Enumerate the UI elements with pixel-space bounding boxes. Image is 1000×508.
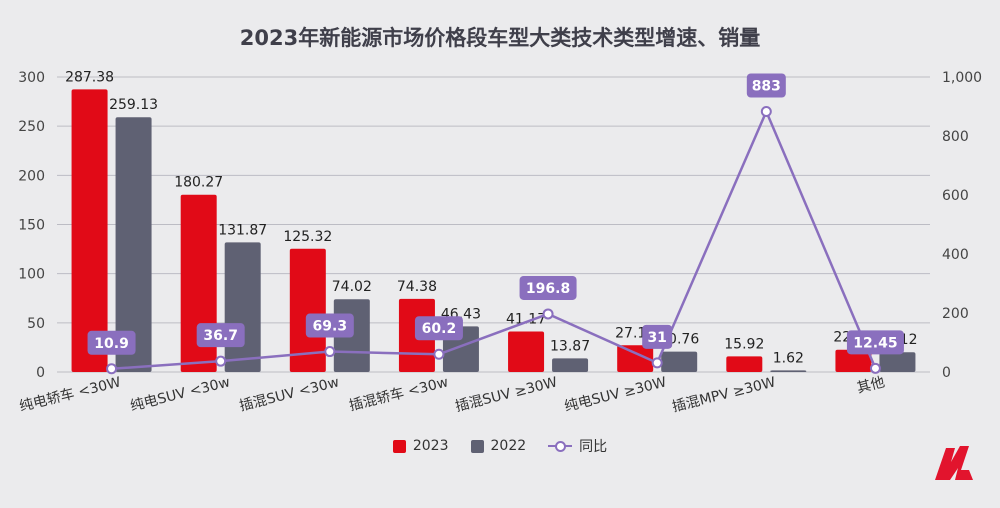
y-right-tick-label: 600 bbox=[942, 188, 969, 204]
data-label-2023: 41.17 bbox=[506, 312, 546, 328]
y-left-tick-label: 0 bbox=[36, 365, 45, 381]
yoy-label-box bbox=[519, 275, 577, 300]
y-left-tick-label: 200 bbox=[18, 168, 45, 184]
legend-label-2023: 2023 bbox=[412, 438, 449, 454]
y-left-tick-label: 50 bbox=[27, 316, 45, 332]
yoy-point bbox=[869, 362, 881, 374]
data-label-2022: 259.13 bbox=[109, 97, 158, 113]
legend-item-2022: 2022 bbox=[470, 436, 527, 456]
legend-swatch-2022 bbox=[470, 439, 484, 453]
data-label-2023: 180.27 bbox=[174, 175, 223, 191]
yoy-label-box bbox=[196, 323, 245, 348]
bar-2023 bbox=[508, 331, 545, 372]
yoy-label-box bbox=[87, 330, 136, 355]
yoy-point bbox=[106, 363, 118, 375]
yoy-data-label: 69.3 bbox=[313, 319, 348, 335]
y-left-tick-label: 100 bbox=[18, 267, 45, 283]
bar-2022 bbox=[661, 351, 698, 372]
y-right-tick-label: 400 bbox=[942, 247, 969, 263]
yoy-data-label: 60.2 bbox=[422, 321, 457, 337]
yoy-point bbox=[433, 348, 445, 360]
bar-2022 bbox=[552, 358, 589, 372]
bar-2022 bbox=[224, 242, 261, 372]
bar-2022 bbox=[115, 117, 152, 372]
yoy-point bbox=[651, 357, 663, 369]
data-label-2023: 15.92 bbox=[724, 336, 764, 352]
yoy-point bbox=[760, 106, 772, 118]
y-left-tick-label: 250 bbox=[18, 119, 45, 135]
yoy-label-box bbox=[305, 313, 354, 338]
data-label-2023: 74.38 bbox=[397, 279, 437, 295]
y-right-tick-label: 1,000 bbox=[942, 70, 982, 86]
yoy-data-label: 12.45 bbox=[853, 335, 897, 351]
x-tick-label: 纯电SUV ≥30W bbox=[563, 374, 668, 415]
y-left-tick-label: 150 bbox=[18, 218, 45, 234]
data-label-2023: 287.38 bbox=[65, 69, 114, 85]
yoy-label-box bbox=[414, 316, 463, 341]
brand-logo-icon bbox=[935, 446, 973, 480]
yoy-point bbox=[215, 355, 227, 367]
data-label-2022: 74.02 bbox=[332, 279, 372, 295]
legend-swatch-yoy bbox=[548, 439, 573, 453]
x-tick-label: 纯电SUV <30w bbox=[129, 374, 232, 414]
y-left-tick-label: 300 bbox=[18, 70, 45, 86]
x-tick-label: 插混SUV <30w bbox=[238, 374, 341, 414]
legend: 2023 2022 同比 bbox=[0, 436, 1000, 456]
bar-2023 bbox=[71, 89, 108, 372]
y-right-tick-label: 200 bbox=[942, 306, 969, 322]
y-right-tick-label: 0 bbox=[942, 365, 951, 381]
legend-swatch-2023 bbox=[392, 439, 406, 453]
data-label-2022: 1.62 bbox=[773, 350, 804, 366]
yoy-line bbox=[111, 108, 877, 371]
yoy-data-label: 36.7 bbox=[203, 328, 238, 344]
bar-2023 bbox=[617, 345, 654, 372]
bar-2023 bbox=[289, 248, 326, 372]
yoy-label-box bbox=[642, 324, 673, 349]
legend-label-yoy: 同比 bbox=[579, 439, 608, 455]
yoy-point bbox=[542, 308, 554, 320]
legend-item-2023: 2023 bbox=[392, 436, 449, 456]
yoy-point bbox=[324, 346, 336, 358]
bar-2022 bbox=[770, 370, 807, 372]
bar-2022 bbox=[879, 352, 916, 372]
legend-item-yoy: 同比 bbox=[548, 436, 607, 456]
x-tick-label: 其他 bbox=[855, 374, 886, 396]
x-tick-label: 插混SUV ≥30W bbox=[454, 374, 559, 415]
data-label-2022: 13.87 bbox=[550, 338, 590, 354]
bar-2023 bbox=[726, 356, 763, 372]
legend-label-2022: 2022 bbox=[490, 438, 527, 454]
x-tick-label: 插混MPV ≥30W bbox=[671, 374, 778, 415]
data-label-2022: 131.87 bbox=[218, 222, 267, 238]
data-label-2023: 125.32 bbox=[283, 229, 332, 245]
yoy-label-box bbox=[846, 330, 904, 355]
yoy-data-label: 196.8 bbox=[526, 281, 570, 297]
yoy-data-label: 10.9 bbox=[94, 336, 129, 352]
yoy-data-label: 31 bbox=[647, 330, 666, 346]
bar-2023 bbox=[835, 349, 872, 372]
y-right-tick-label: 800 bbox=[942, 129, 969, 145]
yoy-data-label: 883 bbox=[752, 79, 781, 95]
x-tick-label: 插混轿车 <30w bbox=[347, 373, 450, 414]
yoy-label-box bbox=[746, 73, 786, 98]
x-tick-label: 纯电轿车 <30W bbox=[18, 373, 123, 415]
chart-title: 2023年新能源市场价格段车型大类技术类型增速、销量 bbox=[239, 26, 761, 50]
